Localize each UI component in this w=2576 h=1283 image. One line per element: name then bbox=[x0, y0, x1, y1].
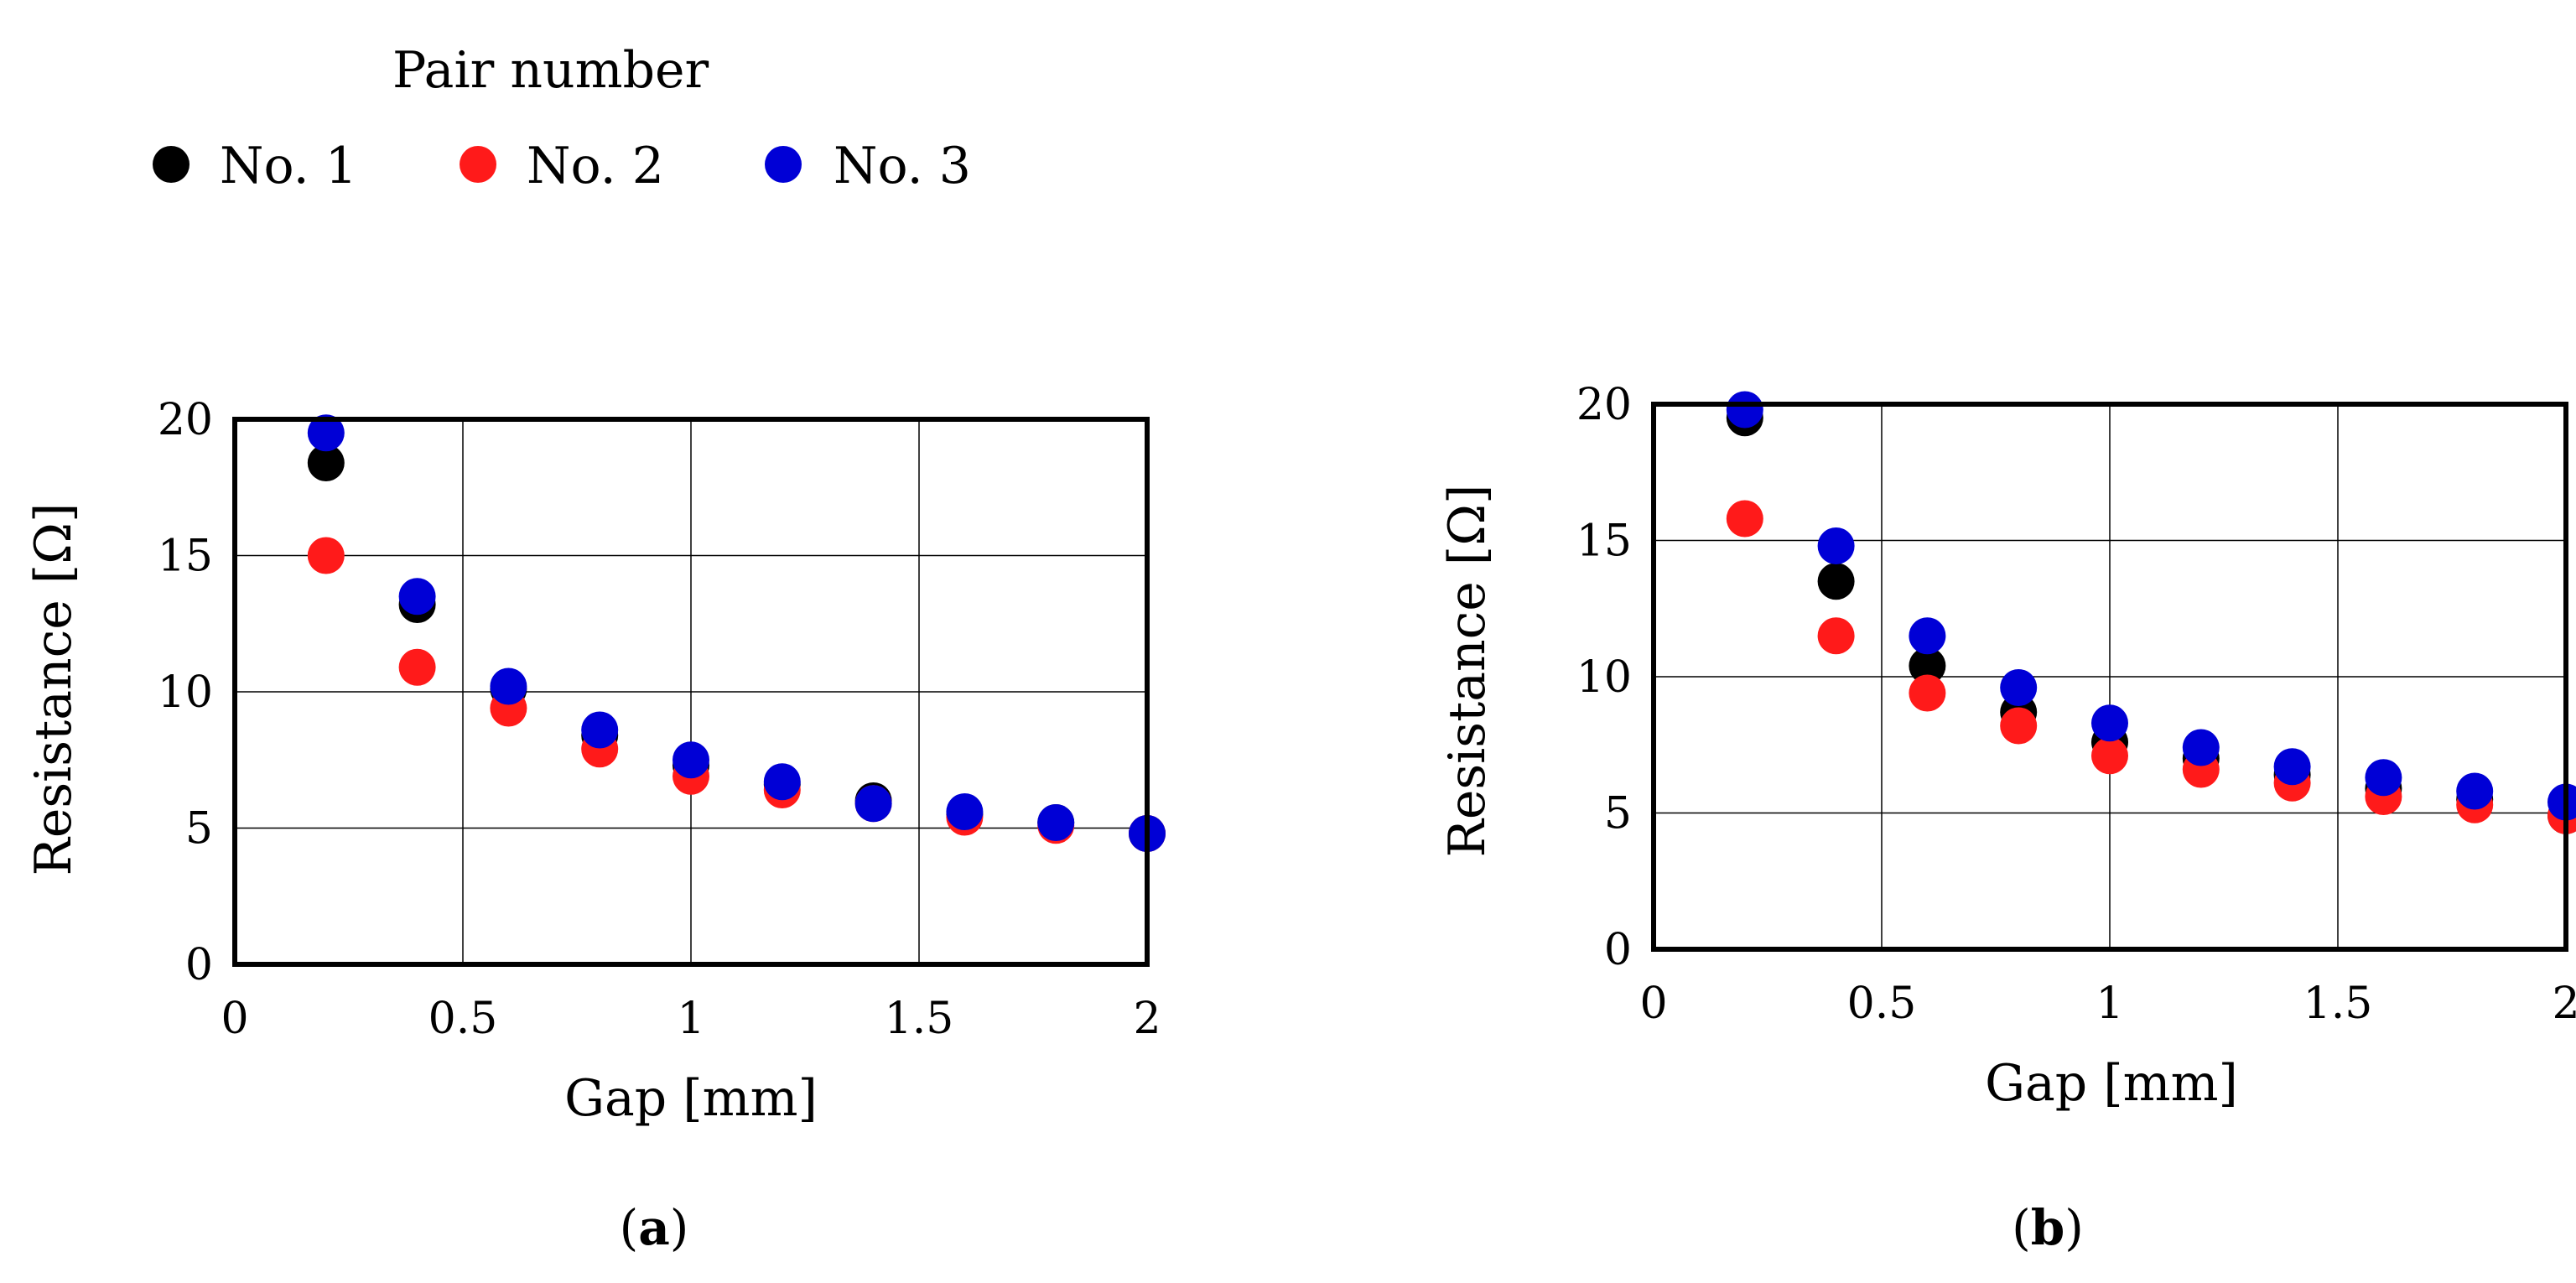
data-point-a-s3-2 bbox=[490, 667, 527, 705]
gridlines-b bbox=[1654, 404, 2566, 949]
y-tick-label-b-1: 5 bbox=[1604, 789, 1632, 839]
y-tick-label-b-2: 10 bbox=[1576, 652, 1632, 703]
x-tick-label-a-1: 0.5 bbox=[428, 994, 498, 1044]
data-point-b-s3-3 bbox=[2000, 669, 2038, 706]
y-tick-label-a-1: 5 bbox=[185, 804, 213, 854]
data-point-a-s3-0 bbox=[307, 414, 345, 452]
data-point-b-s3-2 bbox=[1909, 617, 1946, 655]
data-point-a-s3-6 bbox=[854, 785, 892, 823]
data-point-a-s2-0 bbox=[307, 537, 345, 574]
data-point-a-s3-8 bbox=[1037, 804, 1075, 841]
data-point-b-s3-4 bbox=[2091, 704, 2128, 742]
legend: Pair number No. 1 No. 2 No. 3 bbox=[153, 41, 971, 195]
x-tick-label-a-0: 0 bbox=[221, 994, 248, 1044]
data-point-b-s2-2 bbox=[1909, 674, 1946, 712]
y-axis-title-b: Resistance [Ω] bbox=[1438, 485, 1497, 858]
y-tick-label-a-4: 20 bbox=[158, 395, 213, 445]
data-points-a bbox=[307, 414, 1166, 852]
data-point-b-s3-7 bbox=[2365, 759, 2402, 797]
gridlines-a bbox=[235, 419, 1147, 964]
y-tick-labels-b: 0 5 10 15 20 bbox=[1576, 380, 1632, 975]
data-point-b-s2-4 bbox=[2091, 737, 2128, 775]
y-tick-label-a-2: 10 bbox=[158, 667, 213, 718]
x-tick-label-a-2: 1 bbox=[677, 994, 704, 1044]
y-axis-title-a: Resistance [Ω] bbox=[24, 503, 83, 876]
data-point-b-s2-0 bbox=[1726, 500, 1763, 538]
caption-a: (a) bbox=[620, 1199, 689, 1256]
data-point-a-s3-7 bbox=[946, 793, 984, 830]
data-point-a-s1-0 bbox=[307, 444, 345, 481]
legend-entry-no3: No. 3 bbox=[765, 137, 971, 195]
legend-label-no3: No. 3 bbox=[834, 137, 971, 195]
legend-entry-no1: No. 1 bbox=[153, 137, 357, 195]
data-point-b-s1-2 bbox=[1909, 647, 1946, 684]
caption-a-letter: a bbox=[638, 1199, 670, 1256]
caption-a-close: ) bbox=[670, 1199, 689, 1256]
data-point-b-s3-0 bbox=[1726, 391, 1763, 429]
plot-frame-a bbox=[232, 417, 1150, 967]
y-tick-labels-a: 0 5 10 15 20 bbox=[158, 395, 213, 990]
caption-b: (b) bbox=[2012, 1199, 2084, 1256]
data-point-a-s3-5 bbox=[763, 763, 801, 801]
x-tick-label-a-3: 1.5 bbox=[885, 994, 954, 1044]
x-tick-labels-b: 0 0.5 1 1.5 2 bbox=[1639, 979, 2576, 1029]
data-point-a-s3-4 bbox=[673, 741, 709, 779]
legend-marker-no1 bbox=[153, 146, 190, 183]
data-point-b-s3-9 bbox=[2547, 783, 2576, 821]
y-tick-label-b-4: 20 bbox=[1576, 380, 1632, 430]
data-point-b-s3-5 bbox=[2182, 729, 2220, 766]
x-tick-label-b-2: 1 bbox=[2096, 979, 2123, 1029]
data-point-b-s3-1 bbox=[1817, 527, 1855, 564]
legend-title: Pair number bbox=[392, 41, 709, 100]
x-tick-label-b-1: 0.5 bbox=[1847, 979, 1917, 1029]
legend-label-no2: No. 2 bbox=[527, 137, 664, 195]
x-tick-label-b-0: 0 bbox=[1639, 979, 1667, 1029]
x-tick-label-a-4: 2 bbox=[1133, 994, 1161, 1044]
caption-b-letter: b bbox=[2031, 1199, 2065, 1256]
x-axis-title-b: Gap [mm] bbox=[1985, 1054, 2238, 1113]
data-point-a-s3-3 bbox=[581, 711, 619, 749]
caption-a-open: ( bbox=[620, 1199, 639, 1256]
y-tick-label-b-0: 0 bbox=[1604, 925, 1632, 975]
y-tick-label-a-3: 15 bbox=[158, 532, 213, 582]
legend-marker-no2 bbox=[460, 146, 496, 183]
caption-b-close: ) bbox=[2064, 1199, 2084, 1256]
legend-marker-no3 bbox=[765, 146, 802, 183]
data-point-b-s3-6 bbox=[2273, 748, 2311, 786]
data-point-b-s3-8 bbox=[2456, 772, 2494, 810]
caption-b-open: ( bbox=[2012, 1199, 2031, 1256]
x-tick-label-b-4: 2 bbox=[2552, 979, 2576, 1029]
y-tick-label-a-0: 0 bbox=[185, 940, 213, 990]
x-tick-label-b-3: 1.5 bbox=[2303, 979, 2373, 1029]
data-point-b-s2-3 bbox=[2000, 707, 2038, 745]
data-point-b-s1-1 bbox=[1817, 563, 1855, 600]
legend-entry-no2: No. 2 bbox=[460, 137, 664, 195]
data-point-a-s3-1 bbox=[398, 578, 436, 616]
chart-panel-a: 0 5 10 15 20 0 0.5 1 1.5 2 Gap [mm] Resistance [… bbox=[24, 395, 1166, 1256]
y-tick-label-b-3: 15 bbox=[1576, 517, 1632, 567]
legend-label-no1: No. 1 bbox=[220, 137, 357, 195]
plot-frame-b bbox=[1651, 402, 2568, 952]
data-point-a-s2-1 bbox=[398, 648, 436, 686]
data-points-b bbox=[1726, 391, 2576, 834]
x-axis-title-a: Gap [mm] bbox=[564, 1069, 818, 1128]
data-point-b-s2-1 bbox=[1817, 617, 1855, 655]
x-tick-labels-a: 0 0.5 1 1.5 2 bbox=[221, 994, 1161, 1044]
chart-panel-b: 0 5 10 15 20 0 0.5 1 1.5 2 Gap [mm] Resistance [… bbox=[1438, 380, 2576, 1256]
